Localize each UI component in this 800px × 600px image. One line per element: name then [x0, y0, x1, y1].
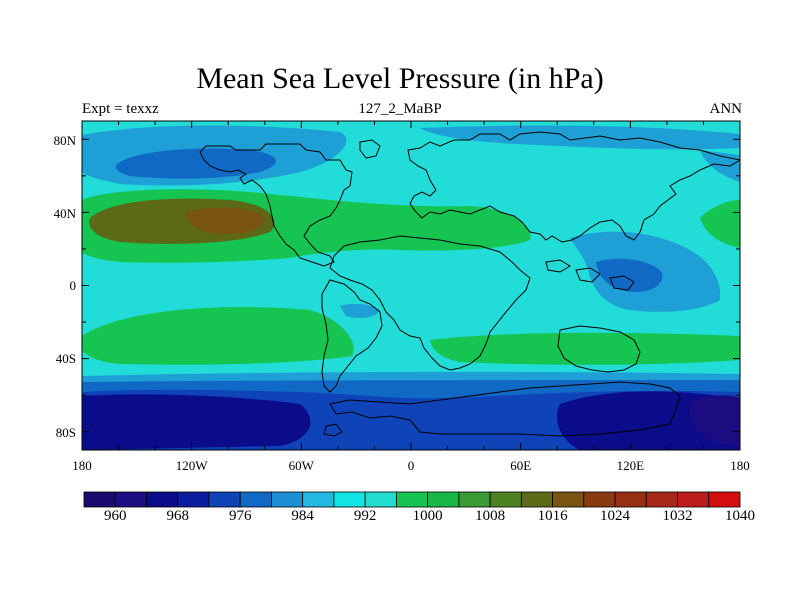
colorbar-label: 1000 — [412, 508, 443, 524]
colorbar-swatch — [208, 491, 241, 508]
colorbar-swatch — [677, 491, 710, 508]
lon-tick-0: 0 — [407, 458, 415, 473]
map-title: Mean Sea Level Pressure (in hPa) — [196, 62, 604, 95]
colorbar-label: 984 — [291, 508, 314, 524]
experiment-label: Expt = texxz — [82, 101, 159, 117]
colorbar-swatch — [552, 491, 585, 508]
colorbar-label: 1024 — [600, 508, 631, 524]
lat-tick-80s: 80S — [55, 425, 76, 440]
colorbar-swatch — [520, 491, 553, 508]
colorbar-label: 968 — [166, 508, 189, 524]
colorbar-label: 960 — [103, 508, 127, 524]
lat-tick-80n: 80N — [53, 133, 76, 148]
subtropical-high-core — [185, 207, 264, 235]
lat-tick-0: 0 — [69, 278, 77, 293]
southern-ocean-trough — [82, 371, 740, 450]
north-pacific-low-core — [115, 148, 277, 179]
colorbar-swatch — [83, 491, 116, 508]
colorbar-swatch — [614, 491, 647, 508]
colorbar-label: 976 — [228, 508, 252, 524]
colorbar-label: 1016 — [537, 508, 568, 524]
colorbar-swatch — [583, 491, 616, 508]
lon-tick-180e: 180 — [730, 458, 750, 473]
colorbar-label: 1032 — [662, 508, 693, 524]
lat-tick-40n: 40N — [53, 206, 76, 221]
colorbar-swatch — [302, 491, 335, 508]
south-pacific-low-core — [82, 394, 311, 450]
colorbar-swatch — [427, 491, 460, 508]
colorbar-swatch — [239, 491, 272, 508]
colorbar-swatch — [114, 491, 147, 508]
colorbar-swatch — [708, 491, 741, 508]
colorbar-swatch — [364, 491, 397, 508]
lon-tick-120w: 120W — [175, 458, 208, 473]
colorbar-swatch — [177, 491, 210, 508]
colorbar-label: 1040 — [725, 508, 755, 524]
colorbar-swatch — [333, 491, 366, 508]
colorbar-swatch — [271, 491, 304, 508]
colorbar — [83, 491, 741, 508]
colorbar-swatch — [645, 491, 678, 508]
lat-tick-40s: 40S — [55, 351, 76, 366]
arctic-low-band — [82, 125, 740, 186]
colorbar-swatch — [489, 491, 522, 508]
lon-tick-60e: 60E — [510, 458, 532, 473]
lon-tick-120e: 120E — [616, 458, 645, 473]
colorbar-swatch — [146, 491, 179, 508]
coastlines — [199, 131, 740, 437]
colorbar-label: 992 — [353, 508, 377, 524]
colorbar-label: 1008 — [475, 508, 506, 524]
north-subtropical-high — [82, 189, 740, 263]
colorbar-swatch — [458, 491, 491, 508]
colorbar-swatch — [395, 491, 429, 508]
lon-tick-180w: 180 — [72, 458, 92, 473]
season-label: ANN — [709, 101, 743, 117]
lon-tick-60w: 60W — [288, 458, 314, 473]
south-subtropical-high — [82, 307, 740, 365]
contour-plot — [82, 121, 740, 450]
axis-ticks — [81, 121, 741, 450]
period-label: 127_2_MaBP — [358, 101, 442, 117]
